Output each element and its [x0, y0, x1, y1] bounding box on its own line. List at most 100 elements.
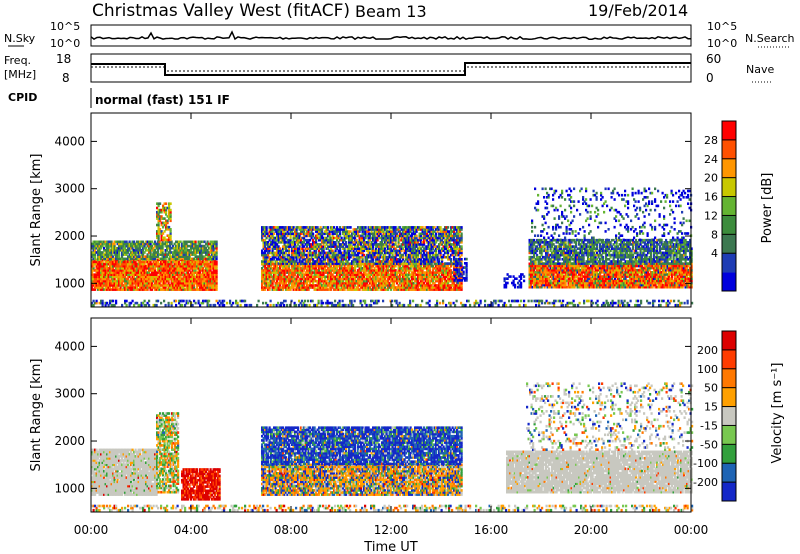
heatmap-cell	[385, 267, 388, 270]
heatmap-cell	[285, 271, 288, 274]
heatmap-cell	[276, 288, 279, 291]
heatmap-cell	[340, 271, 343, 274]
heatmap-cell	[115, 264, 118, 268]
heatmap-cell	[188, 251, 191, 254]
heatmap-cell	[185, 267, 188, 270]
heatmap-cell	[187, 284, 190, 287]
heatmap-cell	[330, 277, 333, 281]
heatmap-cell	[209, 262, 212, 266]
heatmap-cell	[421, 288, 424, 291]
heatmap-cell	[376, 269, 379, 272]
heatmap-cell	[379, 273, 382, 276]
heatmap-cell	[107, 240, 110, 244]
heatmap-cell	[140, 242, 143, 246]
heatmap-cell	[146, 271, 149, 274]
heatmap-cell	[391, 277, 394, 281]
heatmap-cell	[98, 264, 101, 268]
heatmap-cell	[167, 273, 170, 276]
heatmap-cell	[348, 269, 351, 272]
heatmap-cell	[185, 257, 188, 261]
heatmap-cell	[97, 271, 100, 274]
heatmap-cell	[113, 279, 116, 283]
heatmap-cell	[381, 269, 384, 272]
heatmap-cell	[124, 244, 127, 248]
heatmap-cell	[215, 264, 218, 268]
heatmap-cell	[203, 286, 206, 289]
heatmap-cell	[146, 284, 149, 287]
heatmap-cell	[163, 271, 166, 274]
nsearch-label: N.Search	[745, 32, 795, 45]
heatmap-cell	[156, 234, 159, 237]
heatmap-cell	[148, 257, 151, 261]
heatmap-cell	[134, 271, 137, 274]
heatmap-cell	[420, 269, 423, 272]
heatmap-cell	[393, 267, 396, 270]
heatmap-cell	[140, 269, 143, 272]
heatmap-cell	[101, 244, 104, 248]
heatmap-cell	[191, 277, 194, 281]
heatmap-cell	[149, 249, 152, 252]
heatmap-cell	[208, 273, 211, 276]
heatmap-cell	[298, 288, 301, 291]
heatmap-cell	[161, 271, 164, 274]
heatmap-cell	[340, 264, 343, 268]
heatmap-cell	[181, 271, 184, 274]
heatmap-cell	[157, 219, 160, 223]
heatmap-cell	[203, 244, 206, 248]
heatmap-cell	[212, 279, 215, 283]
heatmap-cell	[206, 275, 209, 279]
heatmap-cell	[268, 275, 271, 279]
heatmap-cell	[202, 288, 205, 291]
heatmap-cell	[197, 251, 200, 254]
heatmap-cell	[184, 275, 187, 279]
heatmap-cell	[92, 253, 95, 256]
heatmap-cell	[188, 286, 191, 289]
heatmap-cell	[91, 255, 94, 258]
heatmap-cell	[146, 255, 149, 258]
heatmap-cell	[157, 208, 160, 212]
heatmap-cell	[372, 288, 375, 291]
heatmap-cell	[358, 288, 361, 291]
heatmap-cell	[101, 273, 104, 276]
heatmap-cell	[402, 264, 405, 268]
heatmap-cell	[384, 284, 387, 287]
heatmap-cell	[214, 267, 217, 270]
heatmap-cell	[103, 267, 106, 270]
heatmap-cell	[152, 277, 155, 281]
heatmap-cell	[379, 279, 382, 283]
heatmap-cell	[334, 269, 337, 272]
heatmap-cell	[333, 275, 336, 279]
heatmap-cell	[163, 257, 166, 261]
heatmap-cell	[185, 240, 188, 244]
heatmap-cell	[112, 246, 115, 250]
heatmap-cell	[128, 275, 131, 279]
heatmap-cell	[214, 271, 217, 274]
heatmap-cell	[175, 262, 178, 266]
heatmap-cell	[369, 269, 372, 272]
heatmap-cell	[324, 275, 327, 279]
heatmap-cell	[169, 264, 172, 268]
heatmap-cell	[215, 275, 218, 279]
heatmap-cell	[360, 269, 363, 272]
heatmap-cell	[142, 279, 145, 283]
heatmap-cell	[155, 279, 158, 283]
heatmap-cell	[115, 257, 118, 261]
heatmap-cell	[193, 288, 196, 291]
heatmap-cell	[402, 267, 405, 270]
heatmap-cell	[184, 242, 187, 246]
heatmap-cell	[127, 251, 130, 254]
heatmap-cell	[373, 269, 376, 272]
heatmap-cell	[357, 279, 360, 283]
heatmap-cell	[115, 279, 118, 283]
heatmap-cell	[277, 267, 280, 270]
heatmap-cell	[270, 281, 273, 285]
heatmap-cell	[121, 281, 124, 285]
heatmap-cell	[396, 281, 399, 285]
heatmap-cell	[100, 246, 103, 250]
heatmap-cell	[206, 255, 209, 258]
heatmap-cell	[156, 223, 159, 227]
heatmap-cell	[137, 251, 140, 254]
heatmap-cell	[106, 257, 109, 261]
heatmap-cell	[300, 269, 303, 272]
heatmap-cell	[324, 271, 327, 274]
